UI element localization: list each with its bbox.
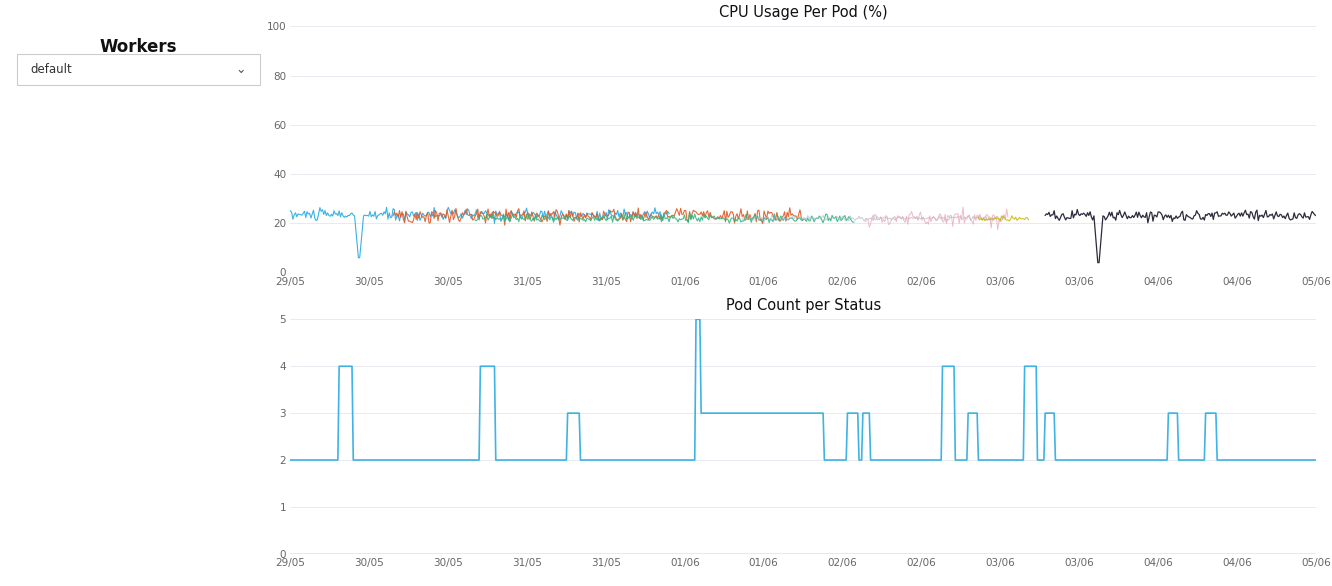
Title: Pod Count per Status: Pod Count per Status bbox=[726, 298, 880, 313]
Text: ⌄: ⌄ bbox=[236, 63, 246, 76]
Text: Workers: Workers bbox=[100, 38, 177, 56]
FancyBboxPatch shape bbox=[16, 54, 261, 85]
Title: CPU Usage Per Pod (%): CPU Usage Per Pod (%) bbox=[719, 5, 887, 20]
Text: default: default bbox=[31, 63, 72, 76]
